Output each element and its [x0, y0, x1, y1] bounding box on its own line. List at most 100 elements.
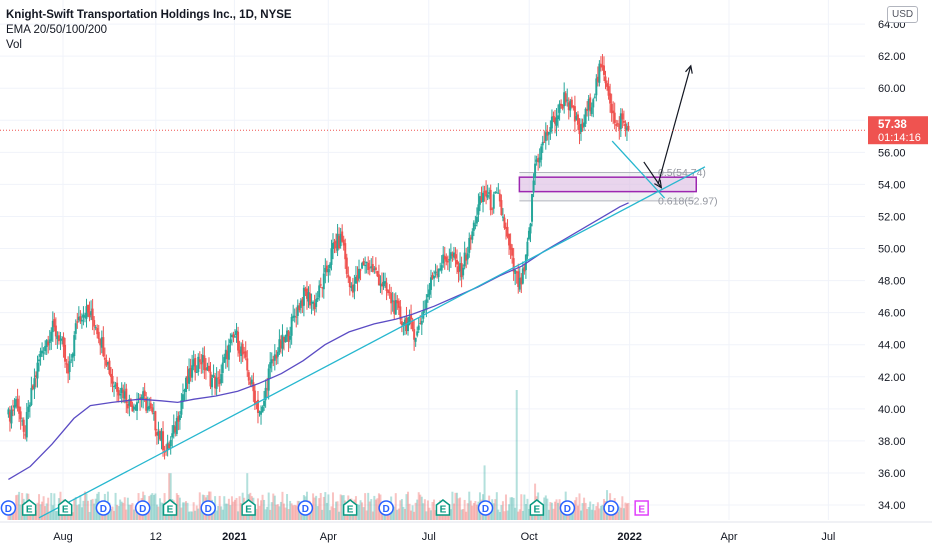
arrow-head — [685, 64, 693, 74]
volume-bar — [425, 511, 428, 520]
dividend-event-icon[interactable] — [134, 500, 151, 516]
earnings-event-icon[interactable] — [57, 499, 73, 516]
candle-body — [431, 275, 434, 279]
candle-body — [606, 83, 609, 87]
candle-body — [509, 243, 512, 250]
dividend-event-icon[interactable] — [477, 500, 494, 516]
candle-body — [302, 287, 305, 306]
candle-body — [621, 113, 624, 120]
candle-body — [469, 237, 472, 240]
candle-body — [465, 254, 468, 261]
volume-bar — [552, 508, 555, 520]
candle-body — [373, 268, 376, 270]
volume-bar — [286, 494, 289, 520]
volume-bar — [584, 502, 587, 520]
volume-label[interactable]: Vol — [6, 39, 22, 51]
candle-body — [218, 379, 221, 385]
candle-body — [305, 288, 308, 299]
candle-body — [189, 368, 192, 378]
candle-body — [327, 269, 330, 273]
earnings-event-icon[interactable] — [435, 499, 451, 516]
candle-body — [578, 124, 581, 135]
indicator-label[interactable]: EMA 20/50/100/200 — [6, 24, 108, 36]
price-axis[interactable]: 34.00 36.00 38.00 40.00 42.00 44.00 46.00 48.00… — [865, 0, 932, 550]
candle-body — [244, 351, 247, 358]
volume-bar — [419, 494, 422, 520]
volume-bar — [361, 502, 364, 520]
volume-bar — [414, 502, 417, 520]
volume-bar — [508, 504, 511, 520]
dividend-event-letter: D — [100, 504, 107, 515]
currency-button[interactable]: USD — [887, 6, 919, 23]
candle-body — [532, 180, 535, 193]
candle-body — [523, 267, 526, 272]
volume-bar — [238, 496, 241, 520]
earnings-event-icon[interactable] — [241, 499, 256, 516]
candle-body — [301, 299, 304, 307]
dividend-event-icon[interactable] — [200, 500, 216, 516]
support-zone-rect[interactable] — [518, 176, 697, 193]
candle-body — [567, 102, 570, 111]
candle-body — [258, 411, 261, 413]
candle-body — [358, 268, 361, 279]
earnings-event-icon[interactable] — [21, 499, 37, 516]
volume-bar — [189, 511, 192, 520]
volume-bar — [359, 500, 362, 520]
volume-bar — [154, 493, 157, 520]
earnings-event-icon[interactable] — [529, 499, 545, 516]
volume-bar — [45, 503, 48, 520]
projection-arrows[interactable] — [643, 64, 693, 189]
candle-body — [425, 299, 428, 311]
arrow-line[interactable] — [657, 65, 692, 185]
candle-body — [342, 239, 345, 246]
candle-body — [619, 113, 622, 130]
volume-bar — [452, 503, 455, 520]
dividend-event-icon[interactable] — [378, 500, 394, 516]
symbol-title[interactable]: Knight-Swift Transportation Holdings Inc… — [6, 9, 292, 21]
candle-body — [599, 63, 602, 68]
volume-bar — [517, 511, 520, 520]
dividend-event-icon[interactable] — [0, 500, 17, 516]
volume-bar — [501, 501, 504, 520]
candle-body — [500, 200, 503, 216]
volume-bar — [220, 506, 223, 520]
candle-body — [250, 379, 253, 384]
candle-body — [443, 255, 446, 260]
volume-bar — [41, 501, 44, 520]
volume-bar — [87, 500, 90, 520]
volume-bar — [578, 493, 581, 520]
volume-bar — [356, 503, 359, 520]
candle-body — [459, 263, 462, 272]
candle-body — [241, 343, 244, 355]
earnings-event-icon[interactable] — [162, 499, 178, 516]
volume-bar — [226, 503, 229, 520]
ascending-trendline[interactable] — [38, 166, 706, 519]
earnings-event-icon[interactable] — [342, 499, 358, 516]
volume-bar — [217, 506, 220, 520]
volume-bar — [428, 507, 431, 520]
volume-bar — [48, 511, 51, 520]
candle-body — [151, 407, 154, 413]
candle-body — [489, 189, 492, 211]
candle-body — [16, 398, 19, 408]
volume-bar — [168, 473, 171, 520]
volume-bar — [261, 494, 264, 520]
upcoming-earnings-icon[interactable] — [634, 500, 649, 516]
volume-bar — [621, 496, 624, 520]
volume-bar — [624, 502, 627, 520]
descending-trendline[interactable] — [611, 140, 666, 199]
support-zone[interactable] — [518, 176, 697, 193]
dividend-event-icon[interactable] — [603, 500, 619, 516]
candle-body — [517, 271, 520, 287]
dividend-event-icon[interactable] — [297, 500, 314, 516]
dividend-event-icon[interactable] — [95, 500, 112, 516]
volume-bar — [504, 494, 507, 520]
candle-body — [221, 362, 224, 373]
volume-bar — [296, 500, 299, 520]
volume-bar — [371, 511, 374, 520]
trendline[interactable] — [38, 140, 706, 519]
time-axis[interactable]: Aug 12 2021 Apr Jul Oct 2022 Apr Jul — [0, 521, 932, 550]
dividend-event-icon[interactable] — [559, 500, 576, 516]
